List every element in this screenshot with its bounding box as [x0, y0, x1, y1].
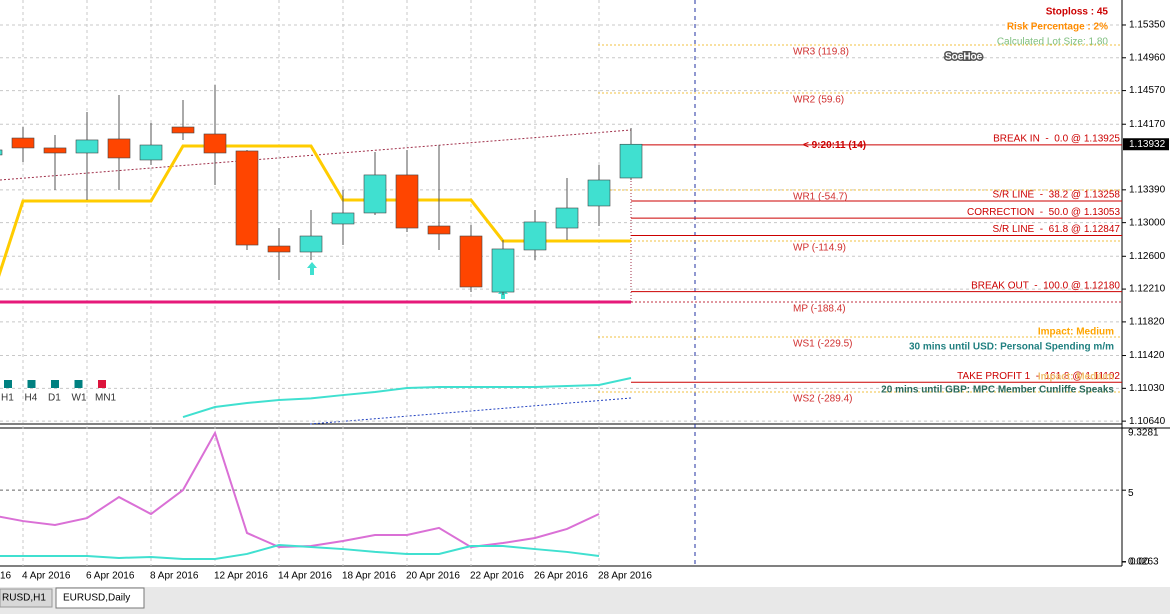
timeframe-button — [98, 380, 106, 388]
y-tick-label: 1.11420 — [1129, 350, 1165, 361]
tab-active[interactable] — [55, 587, 145, 609]
info-text: Stoploss : 45 — [1046, 7, 1109, 18]
x-tick-label: 8 Apr 2016 — [150, 571, 199, 582]
timeframe-label[interactable]: H1 — [1, 393, 14, 404]
buy-arrow — [307, 262, 317, 275]
candle-body — [107, 138, 131, 159]
y-tick-label: 1.11820 — [1129, 317, 1165, 328]
y-tick-label: 1.14960 — [1129, 52, 1166, 63]
candle-body — [619, 143, 643, 179]
y-tick-label: 9.3281 — [1128, 428, 1159, 439]
pivot-label: MP (-188.4) — [793, 304, 846, 315]
tab-bar — [0, 587, 1170, 614]
timeframe-label[interactable]: MN1 — [95, 393, 117, 404]
y-tick-label: 0.00 — [1130, 557, 1150, 568]
candle-body — [75, 139, 99, 154]
y-tick-label: 1.13390 — [1129, 184, 1166, 195]
candle-body — [203, 133, 227, 154]
info-text: Risk Percentage : 2% — [1007, 22, 1108, 33]
timeframe-button — [4, 380, 12, 388]
news-text: 30 mins until USD: Personal Spending m/m — [909, 342, 1114, 353]
x-tick-label: 4 Apr 2016 — [22, 571, 71, 582]
logo: SoeHoe — [945, 52, 983, 63]
timeframe-label[interactable]: D1 — [48, 393, 61, 404]
pivot-label: WR1 (-54.7) — [793, 192, 847, 203]
fib-label: BREAK IN - 0.0 @ 1.13925 — [993, 133, 1120, 144]
info-text: Calculated Lot Size: 1.80 — [997, 37, 1109, 48]
y-tick-label: 1.15350 — [1129, 20, 1166, 31]
x-tick-label: 14 Apr 2016 — [278, 571, 332, 582]
pivot-label: WR3 (119.8) — [793, 47, 849, 58]
x-tick-label: 16 — [0, 571, 12, 582]
timeframe-button — [27, 380, 36, 388]
y-tick-label: 1.12600 — [1129, 251, 1166, 262]
x-tick-label: 20 Apr 2016 — [406, 571, 460, 582]
y-tick-label: 5 — [1128, 488, 1134, 499]
candle-body — [427, 225, 451, 235]
pivot-label: WR2 (59.6) — [793, 95, 844, 106]
candle-body — [523, 221, 547, 251]
y-tick-label: 1.11030 — [1129, 383, 1165, 394]
x-tick-label: 18 Apr 2016 — [342, 571, 396, 582]
y-tick-label: 0.0263 — [1128, 557, 1159, 568]
candle-body — [555, 207, 579, 229]
x-tick-label: 12 Apr 2016 — [214, 571, 268, 582]
fib-label: CORRECTION - 50.0 @ 1.13053 — [967, 207, 1120, 218]
pivot-label: WS1 (-229.5) — [793, 339, 852, 350]
candle-body — [363, 174, 387, 214]
x-tick-label: 6 Apr 2016 — [86, 571, 135, 582]
x-tick-label: 28 Apr 2016 — [598, 571, 652, 582]
pivot-label: WP (-114.9) — [793, 243, 846, 254]
timeframe-button — [74, 380, 83, 388]
fib-label: BREAK OUT - 100.0 @ 1.12180 — [971, 280, 1120, 291]
x-tick-label: 26 Apr 2016 — [534, 571, 588, 582]
y-tick-label: 1.13000 — [1129, 217, 1166, 228]
y-tick-label: 1.14170 — [1129, 119, 1166, 130]
x-tick-label: 22 Apr 2016 — [470, 571, 524, 582]
countdown: < 9:20:11 (14) — [803, 140, 866, 151]
candle-body — [0, 149, 3, 156]
tab-label[interactable]: EURUSD,Daily — [63, 593, 130, 604]
pivot-label: WS2 (-289.4) — [793, 394, 852, 405]
candle-body — [587, 179, 611, 207]
y-tick-label: 1.10640 — [1129, 416, 1166, 427]
tab-label[interactable]: RUSD,H1 — [2, 593, 46, 604]
timeframe-label[interactable]: H4 — [25, 393, 38, 404]
candle-body — [395, 174, 419, 229]
current-price-box — [1123, 138, 1169, 151]
candle-body — [43, 147, 67, 154]
candle-body — [459, 235, 483, 288]
y-tick-label: 1.12210 — [1129, 284, 1166, 295]
indicator-line — [182, 377, 632, 418]
indicator-line — [0, 544, 600, 560]
current-price-label: 1.13932 — [1129, 139, 1166, 150]
candle-body — [235, 150, 259, 246]
fib-label: S/R LINE - 38.2 @ 1.13258 — [993, 190, 1121, 201]
tab[interactable] — [0, 588, 53, 608]
news-impact: Impact: Medium — [1038, 327, 1114, 338]
news-impact: Impact: Medium — [1038, 372, 1114, 383]
timeframe-label[interactable]: W1 — [72, 393, 87, 404]
news-text: 20 mins until GBP: MPC Member Cunliffe S… — [881, 385, 1114, 396]
fib-label: TAKE PROFIT 1 - 161.8 @ 1.11102 — [957, 371, 1120, 382]
timeframe-button — [51, 380, 59, 388]
candle-body — [299, 235, 323, 253]
candle-body — [491, 248, 515, 293]
candle-body — [11, 137, 35, 149]
y-tick-label: 1.14570 — [1129, 85, 1166, 96]
candle-body — [267, 245, 291, 253]
fib-label: S/R LINE - 61.8 @ 1.12847 — [993, 224, 1121, 235]
candle-body — [139, 144, 163, 161]
candle-body — [331, 212, 355, 225]
candle-body — [171, 126, 195, 134]
